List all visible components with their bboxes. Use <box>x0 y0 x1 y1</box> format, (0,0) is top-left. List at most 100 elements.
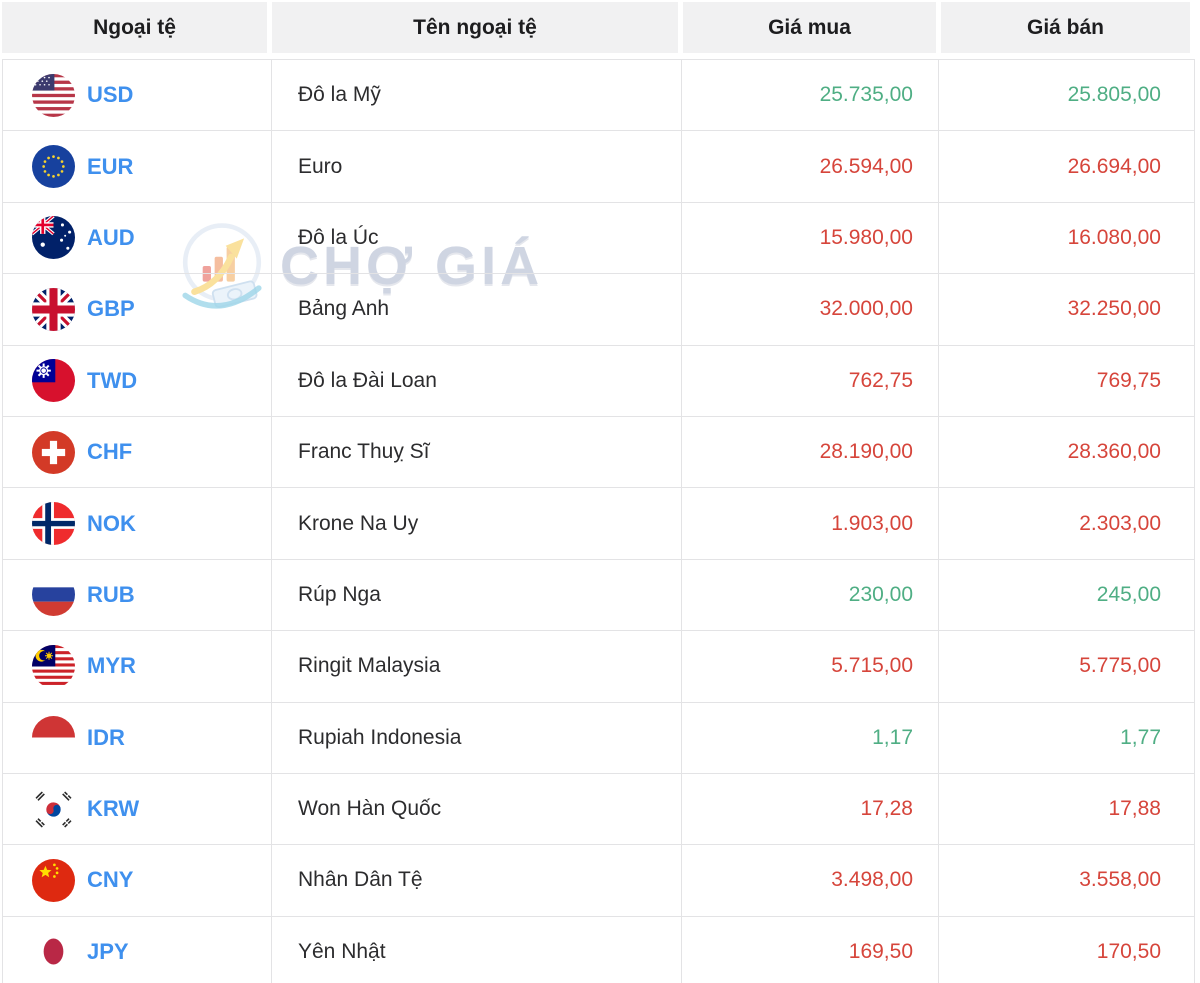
currency-cell: GBP <box>3 274 272 345</box>
table-row: RUB Rúp Nga 230,00 245,00 <box>3 559 1194 632</box>
sell-price-cell: 16.080,00 <box>939 203 1186 273</box>
currency-code[interactable]: TWD <box>87 367 138 393</box>
usd-flag-icon <box>32 73 75 117</box>
currency-code[interactable]: IDR <box>87 724 125 750</box>
currency-code[interactable]: CNY <box>87 867 134 893</box>
buy-price-cell: 15.980,00 <box>682 202 939 274</box>
table-row: CHF Franc Thuỵ Sĩ 28.190,00 28.360,00 <box>3 416 1194 489</box>
cny-flag-icon <box>32 858 75 902</box>
header-currency: Ngoại tệ <box>2 2 272 53</box>
sell-price-cell: 5.775,00 <box>939 631 1186 701</box>
jpy-flag-icon <box>32 930 75 974</box>
currency-name: Bảng Anh <box>298 297 390 321</box>
currency-code[interactable]: USD <box>87 82 134 108</box>
currency-name-cell: Nhân Dân Tệ <box>272 845 682 916</box>
sell-price-cell: 245,00 <box>939 560 1186 630</box>
krw-flag-icon <box>32 787 75 831</box>
buy-price: 1.903,00 <box>831 511 913 535</box>
buy-price-cell: 230,00 <box>682 559 939 631</box>
buy-price: 25.735,00 <box>819 83 913 107</box>
currency-name: Ringit Malaysia <box>298 654 441 678</box>
currency-cell: CNY <box>3 845 272 916</box>
currency-code[interactable]: RUB <box>87 581 135 607</box>
buy-price-cell: 28.190,00 <box>682 416 939 488</box>
currency-cell: TWD <box>3 345 272 416</box>
table-row: CNY Nhân Dân Tệ 3.498,00 3.558,00 <box>3 845 1194 917</box>
currency-cell: CHF <box>3 416 272 488</box>
sell-price-cell: 25.805,00 <box>939 60 1186 130</box>
header-currency-name: Tên ngoại tệ <box>272 2 683 53</box>
idr-flag-icon <box>32 716 75 760</box>
currency-name-cell: Bảng Anh <box>272 274 682 345</box>
buy-price-cell: 26.594,00 <box>682 131 939 202</box>
currency-name-cell: Ringit Malaysia <box>272 631 682 702</box>
table-row: MYR Ringit Malaysia 5.715,00 5.775,00 <box>3 631 1194 703</box>
rub-flag-icon <box>32 573 75 617</box>
buy-price: 17,28 <box>860 797 913 821</box>
sell-price-cell: 26.694,00 <box>939 131 1186 201</box>
currency-code[interactable]: GBP <box>87 296 135 322</box>
sell-price-cell: 28.360,00 <box>939 417 1186 487</box>
sell-price-cell: 17,88 <box>939 774 1186 844</box>
currency-code[interactable]: EUR <box>87 153 134 179</box>
buy-price-cell: 32.000,00 <box>682 274 939 345</box>
eur-flag-icon <box>32 145 75 189</box>
currency-name-cell: Euro <box>272 131 682 202</box>
buy-price: 1,17 <box>872 725 913 749</box>
sell-price: 17,88 <box>1108 797 1161 821</box>
currency-name: Won Hàn Quốc <box>298 797 442 821</box>
sell-price: 16.080,00 <box>1067 225 1161 249</box>
currency-cell: USD <box>3 60 272 131</box>
buy-price: 32.000,00 <box>819 297 913 321</box>
currency-name-cell: Đô la Úc <box>272 202 682 274</box>
table-row: NOK Krone Na Uy 1.903,00 2.303,00 <box>3 488 1194 560</box>
gbp-flag-icon <box>32 287 75 331</box>
sell-price: 170,50 <box>1096 939 1161 963</box>
currency-code[interactable]: MYR <box>87 653 136 679</box>
buy-price-cell: 25.735,00 <box>682 60 939 131</box>
currency-name: Rupiah Indonesia <box>298 725 462 749</box>
table-row: GBP Bảng Anh 32.000,00 32.250,00 <box>3 274 1194 346</box>
buy-price: 26.594,00 <box>819 154 913 178</box>
currency-name: Đô la Đài Loan <box>298 368 437 392</box>
currency-name: Nhân Dân Tệ <box>298 868 423 892</box>
currency-name-cell: Yên Nhật <box>272 916 682 983</box>
currency-cell: RUB <box>3 559 272 631</box>
sell-price: 1,77 <box>1120 725 1161 749</box>
header-buy-price: Giá mua <box>683 2 941 53</box>
currency-name: Franc Thuỵ Sĩ <box>298 440 430 464</box>
table-body: USD Đô la Mỹ 25.735,00 25.805,00 EUR Eur… <box>2 59 1195 983</box>
currency-name: Euro <box>298 154 343 178</box>
buy-price: 28.190,00 <box>819 440 913 464</box>
currency-name-cell: Đô la Mỹ <box>272 60 682 131</box>
buy-price: 169,50 <box>848 939 913 963</box>
currency-code[interactable]: JPY <box>87 938 129 964</box>
currency-cell: MYR <box>3 631 272 702</box>
currency-code[interactable]: CHF <box>87 439 133 465</box>
sell-price: 2.303,00 <box>1079 511 1161 535</box>
sell-price: 3.558,00 <box>1079 868 1161 892</box>
currency-name: Đô la Úc <box>298 225 379 249</box>
sell-price-cell: 1,77 <box>939 703 1186 773</box>
currency-name-cell: Won Hàn Quốc <box>272 773 682 845</box>
chf-flag-icon <box>32 430 75 474</box>
buy-price-cell: 762,75 <box>682 345 939 416</box>
currency-name-cell: Krone Na Uy <box>272 488 682 559</box>
sell-price-cell: 2.303,00 <box>939 488 1186 558</box>
sell-price: 769,75 <box>1096 368 1161 392</box>
table-row: JPY Yên Nhật 169,50 170,50 <box>3 916 1194 983</box>
sell-price: 25.805,00 <box>1067 83 1161 107</box>
currency-code[interactable]: AUD <box>87 224 135 250</box>
currency-name-cell: Đô la Đài Loan <box>272 345 682 416</box>
sell-price-cell: 32.250,00 <box>939 274 1186 344</box>
myr-flag-icon <box>32 644 75 688</box>
currency-name: Đô la Mỹ <box>298 83 381 107</box>
currency-cell: KRW <box>3 773 272 845</box>
buy-price: 3.498,00 <box>831 868 913 892</box>
currency-code[interactable]: NOK <box>87 510 136 536</box>
currency-cell: IDR <box>3 702 272 773</box>
currency-name: Rúp Nga <box>298 582 381 606</box>
currency-name-cell: Rupiah Indonesia <box>272 702 682 773</box>
currency-code[interactable]: KRW <box>87 796 140 822</box>
